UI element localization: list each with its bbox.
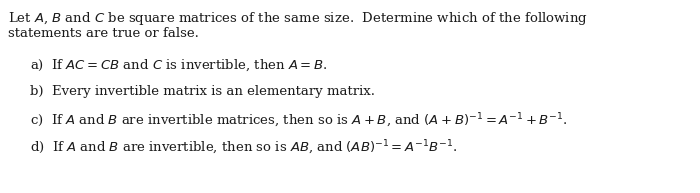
Text: statements are true or false.: statements are true or false.	[8, 27, 199, 40]
Text: Let $A$, $B$ and $C$ be square matrices of the same size.  Determine which of th: Let $A$, $B$ and $C$ be square matrices …	[8, 10, 588, 27]
Text: a)  If $AC = CB$ and $C$ is invertible, then $A = B$.: a) If $AC = CB$ and $C$ is invertible, t…	[30, 58, 328, 74]
Text: c)  If $A$ and $B$ are invertible matrices, then so is $A+B$, and $(A+B)^{-1} = : c) If $A$ and $B$ are invertible matrice…	[30, 112, 568, 130]
Text: d)  If $A$ and $B$ are invertible, then so is $AB$, and $(AB)^{-1} = A^{-1}B^{-1: d) If $A$ and $B$ are invertible, then s…	[30, 139, 458, 157]
Text: b)  Every invertible matrix is an elementary matrix.: b) Every invertible matrix is an element…	[30, 85, 375, 98]
